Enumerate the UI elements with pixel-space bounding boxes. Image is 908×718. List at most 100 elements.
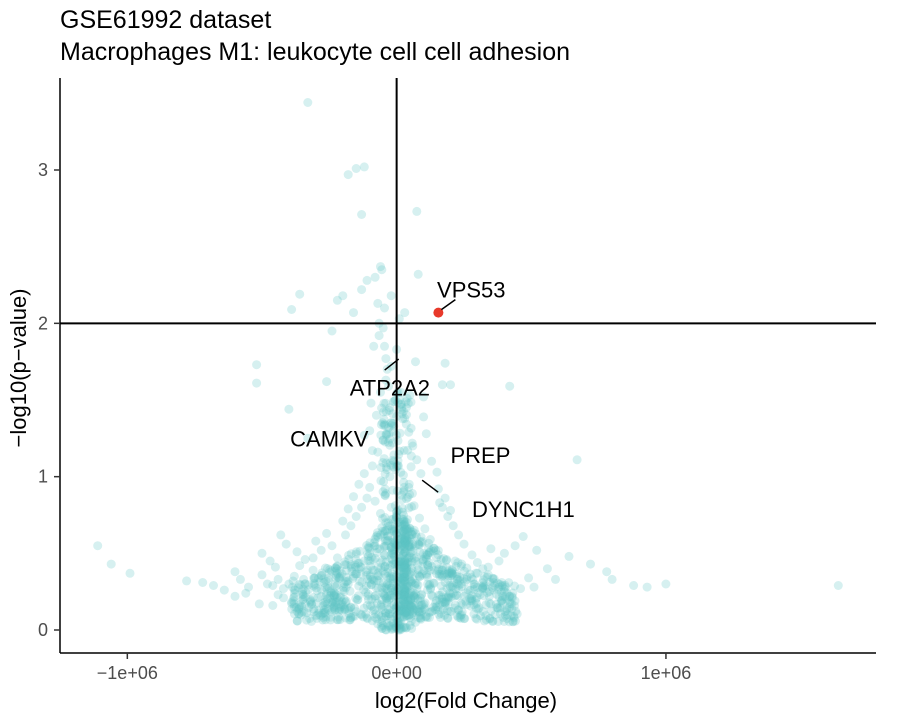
data-point [357,610,367,620]
data-point [372,575,382,585]
data-point [455,572,465,582]
data-point [373,568,383,578]
data-point [405,540,415,550]
data-point [409,591,419,601]
data-point [406,397,416,407]
data-point [417,536,427,546]
data-point [380,569,390,579]
data-point [446,582,455,592]
data-point [365,548,375,558]
data-point [386,418,396,428]
data-point [410,600,420,610]
data-point [395,625,405,635]
data-point [299,574,309,584]
data-point [338,600,348,610]
data-point [529,582,539,592]
data-point [403,596,413,605]
data-point [377,602,387,612]
data-point [373,532,383,542]
data-point [425,566,435,575]
data-point [431,598,440,608]
data-point [383,535,393,545]
data-point [290,585,299,595]
data-point [306,596,315,606]
point-labels: VPS53 ATP2A2 CAMKV PREP DYNC1H1 [290,278,575,522]
data-point [318,613,328,622]
data-point [398,558,407,567]
data-point [416,532,426,542]
data-point [268,581,278,590]
data-point [456,599,466,608]
data-point [391,586,400,596]
data-point [427,562,437,571]
data-point [294,603,304,613]
data-point [380,536,390,546]
data-point [309,604,319,614]
data-point [341,572,351,582]
data-point [398,517,408,526]
data-point [332,593,342,602]
data-point [125,568,135,578]
data-point [471,613,481,623]
data-point [322,528,332,538]
data-point [399,576,409,586]
data-point [459,613,469,623]
data-point [309,607,319,617]
data-point [421,612,431,622]
data-point [385,603,395,613]
data-point [379,454,389,464]
data-point [399,487,409,497]
data-point [406,451,416,461]
data-point [405,390,415,400]
data-point [494,556,504,566]
data-point [482,572,492,582]
data-point [332,615,342,625]
data-point [461,596,471,606]
data-point [399,560,409,570]
data-point [373,583,383,593]
data-point [429,546,438,556]
data-point [442,562,451,572]
data-point [390,465,400,475]
data-point [469,585,479,595]
data-point [444,566,454,576]
data-point [321,612,331,622]
data-point [325,591,335,600]
data-point [316,545,326,555]
data-point [450,556,460,566]
data-point [419,412,429,422]
data-point [497,587,506,597]
data-point [380,513,390,522]
data-point [361,567,371,577]
data-point [370,272,380,282]
data-point [455,576,465,586]
data-point [383,518,393,528]
data-point [397,495,407,505]
data-point [300,592,310,602]
data-point [351,607,361,617]
data-point [387,611,396,621]
data-point [398,550,408,560]
data-point [400,557,410,567]
data-point [399,612,409,622]
data-point [402,585,412,595]
data-point [388,455,398,465]
data-point [481,611,491,621]
data-point [330,605,340,614]
x-tick-label: −1e+06 [97,663,158,683]
data-point [403,445,413,455]
data-point [444,592,453,602]
data-point [314,573,323,583]
data-point [426,583,436,593]
data-point [339,586,349,596]
data-point [396,606,406,616]
data-point [507,593,517,603]
data-point [425,535,435,544]
data-point [502,605,512,615]
data-point [500,610,510,620]
data-point [484,598,494,608]
data-point [341,613,351,623]
data-point [386,553,396,563]
data-point [327,607,337,617]
data-point [412,455,422,465]
